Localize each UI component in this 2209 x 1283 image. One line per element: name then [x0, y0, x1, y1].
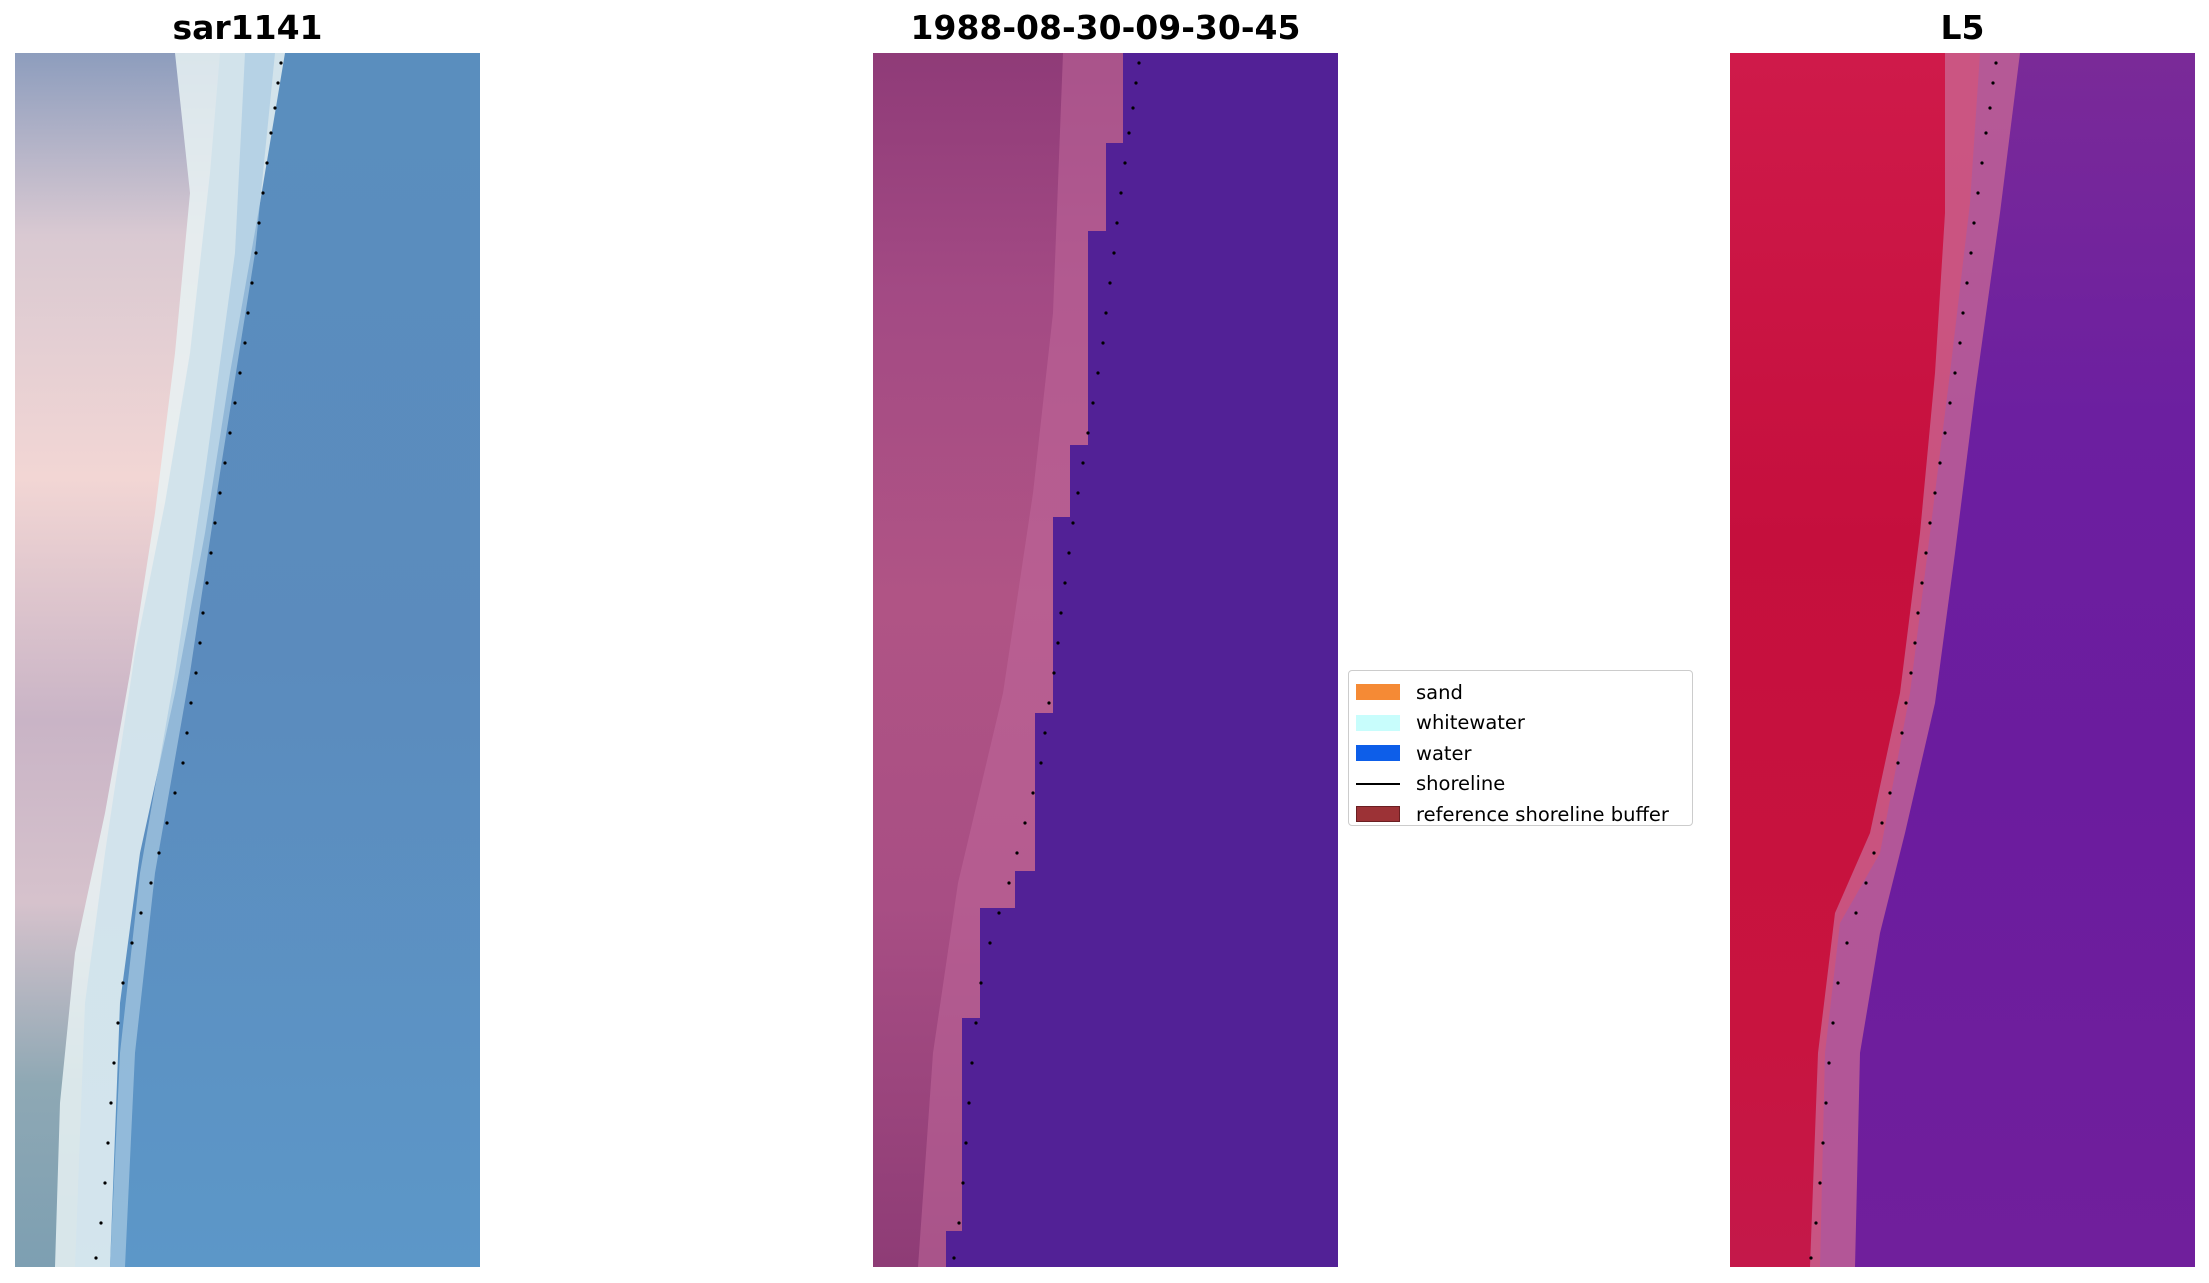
- legend-item-water: water: [1349, 738, 1692, 769]
- index-image-panel: [1730, 53, 2195, 1267]
- panel-title-classified: 1988-08-30-09-30-45: [910, 8, 1301, 47]
- legend-item-shoreline: shoreline: [1349, 769, 1692, 800]
- shoreline-line-swatch: [1356, 782, 1400, 785]
- legend-item-sand: sand: [1349, 677, 1692, 708]
- legend-label-sand: sand: [1416, 680, 1463, 704]
- index-image: [1730, 53, 2195, 1267]
- water-swatch: [1356, 745, 1400, 762]
- rgb-image-panel: [15, 53, 480, 1267]
- legend-label-reference-buffer: reference shoreline buffer: [1416, 802, 1669, 826]
- legend-item-reference-buffer: reference shoreline buffer: [1349, 799, 1692, 830]
- panel-title-index: L5: [1940, 8, 1985, 47]
- classified-image: [873, 53, 1338, 1267]
- legend-label-shoreline: shoreline: [1416, 772, 1506, 796]
- shoreline-dots: [94, 61, 283, 1260]
- legend-label-water: water: [1416, 741, 1472, 765]
- legend-item-whitewater: whitewater: [1349, 708, 1692, 739]
- shoreline-dots: [952, 61, 1141, 1260]
- reference-buffer-swatch: [1356, 806, 1400, 823]
- classified-image-panel: [873, 53, 1338, 1267]
- whitewater-swatch: [1356, 714, 1400, 731]
- legend: sand whitewater water shoreline referenc…: [1348, 670, 1693, 826]
- legend-label-whitewater: whitewater: [1416, 711, 1525, 735]
- sand-swatch: [1356, 684, 1400, 701]
- panel-title-rgb: sar1141: [172, 8, 323, 47]
- shoreline-dots: [1809, 61, 1998, 1260]
- rgb-image: [15, 53, 480, 1267]
